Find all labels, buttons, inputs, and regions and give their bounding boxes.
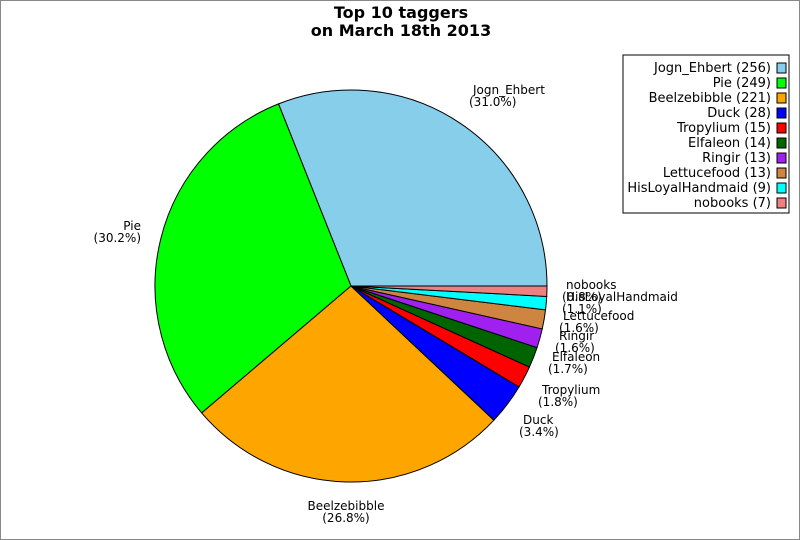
legend-label: HisLoyalHandmaid (9) [627, 181, 771, 196]
legend-swatch [776, 137, 787, 149]
legend-label: nobooks (7) [694, 196, 771, 211]
chart-title: Top 10 taggers [334, 3, 468, 22]
chart-subtitle: on March 18th 2013 [311, 21, 491, 40]
slice-percent-label: (1.7%) [548, 362, 588, 376]
slice-percent-label: (1.6%) [555, 341, 595, 355]
legend-label: Beelzebibble (221) [649, 91, 771, 106]
slice-percent-label: (1.6%) [559, 321, 599, 335]
pie-slices [154, 89, 548, 483]
slice-name-label: HisLoyalHandmaid [566, 290, 678, 304]
slice-percent-label: (30.2%) [94, 231, 141, 245]
slice-name-label: Duck [523, 413, 553, 427]
legend-swatch [776, 62, 787, 74]
slice-name-label: Lettucefood [563, 309, 634, 323]
pie-slice-pie [154, 103, 352, 414]
slice-name-label: Pie [123, 219, 141, 233]
legend: Jogn_Ehbert (256)Pie (249)Beelzebibble (… [622, 54, 790, 214]
legend-swatch [776, 77, 787, 89]
pie-slice-beelzebibble [200, 285, 495, 483]
slice-labels: Jogn_Ehbert(31.0%) Pie(30.2%) Beelzebibble… [94, 83, 678, 525]
legend-box [622, 54, 790, 214]
legend-swatch [776, 152, 787, 164]
legend-swatch [776, 182, 787, 194]
pie-slice-jogn_ehbert [277, 89, 548, 287]
legend-swatch [776, 92, 787, 104]
slice-percent-label: (1.1%) [562, 302, 602, 316]
slice-name-label: Jogn_Ehbert [472, 83, 545, 97]
slice-percent-label: (3.4%) [519, 425, 559, 439]
slice-name-label: Ringir [559, 329, 594, 343]
legend-label: Tropylium (15) [676, 121, 771, 136]
slice-percent-label: (1.8%) [538, 395, 578, 409]
legend-swatch [776, 197, 787, 209]
pie-slice-nobooks [350, 285, 548, 297]
slice-name-label: nobooks [566, 278, 616, 292]
slice-name-label: Beelzebibble [308, 499, 385, 513]
legend-label: Duck (28) [707, 106, 771, 121]
slice-percent-label: (0.8%) [562, 290, 602, 304]
legend-label: Ringir (13) [702, 151, 771, 166]
legend-swatch [776, 167, 787, 179]
legend-swatch [776, 122, 787, 134]
legend-label: Elfaleon (14) [688, 136, 771, 151]
slice-name-label: Tropylium [541, 383, 600, 397]
slice-name-label: Elfaleon [552, 350, 600, 364]
legend-label: Jogn_Ehbert (256) [653, 61, 771, 76]
slice-percent-label: (26.8%) [322, 511, 369, 525]
slice-percent-label: (31.0%) [469, 95, 516, 109]
legend-label: Lettucefood (13) [663, 166, 771, 181]
legend-label: Pie (249) [713, 76, 771, 91]
legend-swatch [776, 107, 787, 119]
